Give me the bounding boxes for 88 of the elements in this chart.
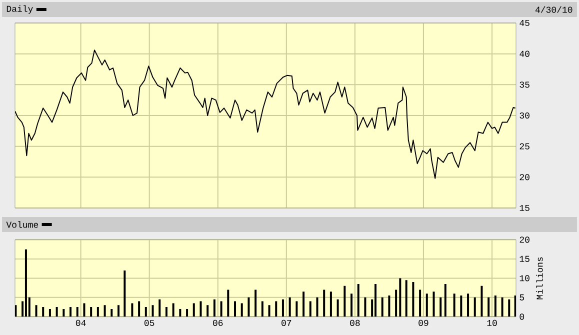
bar [374,284,376,317]
x-tick-label: 09 [418,320,428,326]
bar [275,301,278,317]
bar [395,290,398,317]
y-axis-title: Millions [536,257,543,300]
bar [296,301,298,317]
bar [388,296,390,317]
bar [282,299,284,317]
bar [56,307,58,317]
bar [179,308,182,317]
bar [144,307,147,317]
bar [70,307,72,317]
bar [48,308,51,317]
bar [124,270,126,317]
y-tick-label: 15 [520,256,530,262]
bar [480,286,483,317]
bar [35,305,38,317]
bar [288,297,291,317]
bar [381,297,384,317]
bar [131,303,134,317]
bar [405,280,408,317]
y-tick-label: 5 [520,294,524,300]
y-tick-label: 15 [520,204,530,212]
bar [213,299,216,317]
bar [83,303,86,317]
bar [426,294,428,317]
bar [488,297,490,317]
bar [350,294,353,317]
line-series [15,50,516,179]
y-tick-label: 40 [520,50,530,57]
bar [234,301,236,317]
x-tick-label: 05 [144,320,154,326]
bar [508,299,510,317]
bar [460,296,462,317]
y-tick-label: 10 [520,275,530,282]
bar [399,278,402,317]
bar [323,290,326,317]
bar [302,292,305,317]
x-tick-label: 06 [213,320,223,326]
bar [206,305,209,317]
x-tick-label: 07 [282,320,292,326]
bar [90,307,92,317]
bar [24,249,27,317]
bar [248,297,250,317]
bar [42,307,44,317]
text: 4/30/10 [535,6,572,13]
bar [76,307,78,317]
y-tick-label: 30 [520,112,530,119]
bar [316,297,318,317]
bar [309,301,312,317]
bar [440,297,442,317]
y-tick-label: 20 [520,174,530,180]
y-tick-label: 35 [520,82,530,88]
bar [336,299,339,317]
bar [158,299,161,317]
bar [467,294,470,317]
bar [186,308,188,317]
bar [96,307,99,317]
bar [110,308,113,317]
bar [501,297,504,317]
legend-label: Daily [6,5,33,14]
bar [419,290,422,317]
x-tick-label: 08 [350,320,360,326]
bar [117,305,120,317]
bar [172,303,174,317]
x-tick-label: 04 [76,320,86,326]
y-tick-label: 45 [520,20,530,26]
bar [227,290,230,317]
bar [152,305,154,317]
x-tick-label: 10 [487,320,497,326]
bar [412,282,414,317]
y-tick-label: 0 [520,314,524,320]
bar [165,307,168,317]
bar [357,284,360,317]
bar [268,305,270,317]
y-tick-label: 20 [520,236,530,243]
bar [344,286,346,317]
bar [330,292,332,317]
bar [104,305,106,317]
bar [192,303,195,317]
bar [444,284,446,317]
bar [62,308,65,317]
legend-label: Volume [6,221,38,228]
bar [254,290,257,317]
bar [432,292,435,317]
bar [138,301,140,317]
bar [364,297,366,317]
y-tick-label: 25 [520,143,530,150]
